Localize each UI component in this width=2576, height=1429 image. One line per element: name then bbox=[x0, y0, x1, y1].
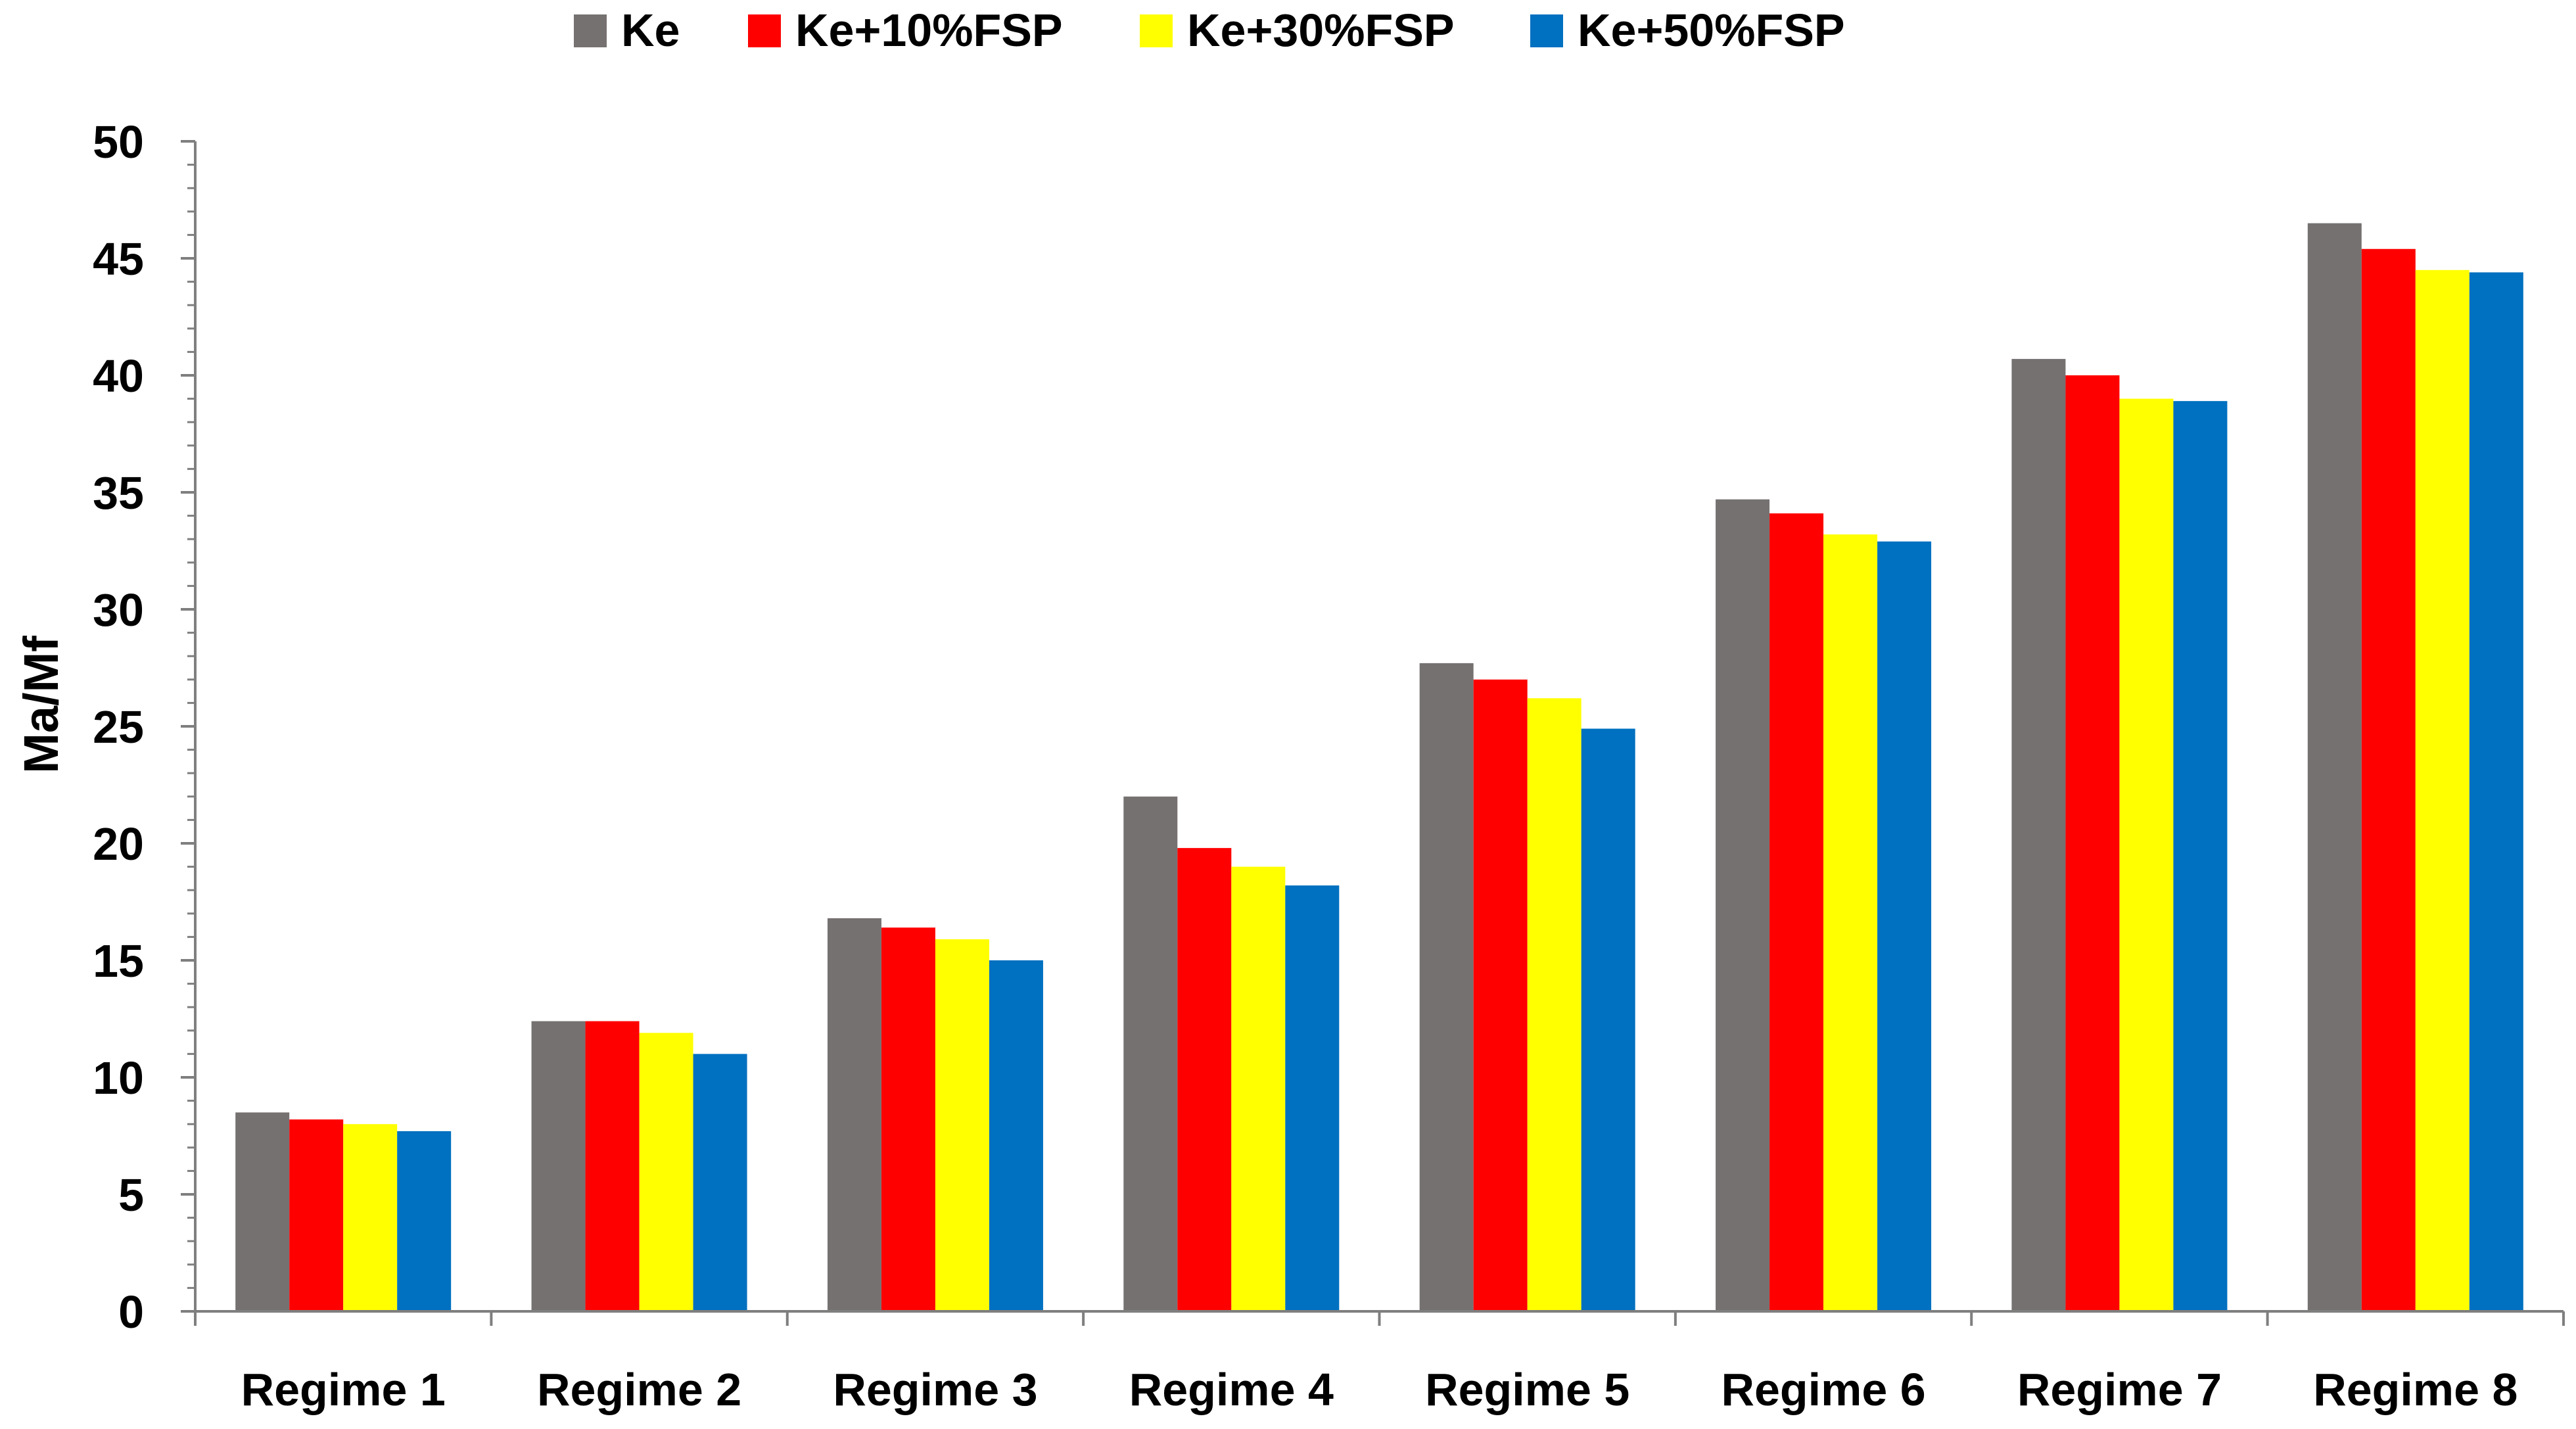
x-tick-label: Regime 8 bbox=[2313, 1364, 2517, 1415]
legend-label: Ke+10%FSP bbox=[795, 5, 1063, 56]
x-tick-label: Regime 1 bbox=[241, 1364, 446, 1415]
bar-ke-10-fsp-7 bbox=[2065, 375, 2120, 1311]
x-tick-label: Regime 5 bbox=[1425, 1364, 1629, 1415]
bar-ke-10-fsp-6 bbox=[1769, 513, 1824, 1311]
y-tick-label: 40 bbox=[93, 350, 144, 402]
y-tick-label: 20 bbox=[93, 818, 144, 870]
bar-ke-30-fsp-7 bbox=[2119, 398, 2174, 1311]
x-tick-label: Regime 3 bbox=[833, 1364, 1037, 1415]
bar-ke-30-fsp-2 bbox=[639, 1033, 693, 1311]
bar-ke-10-fsp-2 bbox=[585, 1021, 640, 1311]
y-tick-label: 25 bbox=[93, 701, 144, 753]
bar-ke-30-fsp-3 bbox=[935, 939, 989, 1311]
legend-swatch bbox=[1140, 14, 1173, 47]
y-tick-label: 50 bbox=[93, 116, 144, 168]
bar-ke-50-fsp-2 bbox=[693, 1054, 747, 1311]
bar-ke-4 bbox=[1123, 796, 1178, 1311]
y-tick-label: 15 bbox=[93, 935, 144, 987]
bar-ke-50-fsp-5 bbox=[1581, 728, 1635, 1311]
bar-ke-10-fsp-3 bbox=[881, 927, 935, 1311]
x-tick-label: Regime 6 bbox=[1721, 1364, 1925, 1415]
bar-ke-50-fsp-8 bbox=[2469, 272, 2523, 1311]
x-tick-label: Regime 4 bbox=[1129, 1364, 1334, 1415]
legend-label: Ke bbox=[621, 5, 680, 56]
bar-ke-6 bbox=[1716, 499, 1770, 1312]
bar-ke-50-fsp-1 bbox=[397, 1131, 452, 1311]
y-tick-label: 0 bbox=[118, 1286, 144, 1338]
bar-ke-50-fsp-4 bbox=[1285, 885, 1340, 1311]
y-tick-label: 35 bbox=[93, 467, 144, 519]
y-tick-label: 5 bbox=[118, 1169, 144, 1221]
bar-ke-10-fsp-1 bbox=[289, 1119, 344, 1311]
bar-ke-30-fsp-6 bbox=[1823, 534, 1878, 1311]
bar-ke-50-fsp-6 bbox=[1877, 541, 1932, 1311]
bar-ke-30-fsp-8 bbox=[2415, 269, 2470, 1311]
legend-swatch bbox=[748, 14, 781, 47]
y-tick-label: 45 bbox=[93, 233, 144, 285]
bar-ke-8 bbox=[2307, 223, 2362, 1312]
bar-ke-30-fsp-4 bbox=[1231, 866, 1286, 1311]
legend-swatch bbox=[574, 14, 607, 47]
legend: Ke Ke+10%FSP Ke+30%FSP Ke+50%FSP bbox=[574, 5, 1845, 56]
legend-label: Ke+50%FSP bbox=[1578, 5, 1845, 56]
bar-ke-50-fsp-7 bbox=[2173, 401, 2228, 1312]
bar-ke-30-fsp-1 bbox=[343, 1124, 398, 1311]
x-tick-label: Regime 2 bbox=[537, 1364, 741, 1415]
legend-label: Ke+30%FSP bbox=[1187, 5, 1455, 56]
y-axis-ticks: 0 5 10 15 20 25 30 35 40 45 50 bbox=[93, 116, 195, 1338]
bar-ke-2 bbox=[531, 1021, 586, 1311]
y-tick-label: 10 bbox=[93, 1052, 144, 1104]
axes bbox=[194, 141, 2565, 1326]
bars bbox=[235, 223, 2523, 1312]
bar-ke-10-fsp-4 bbox=[1177, 848, 1232, 1311]
y-axis-title: Ma/Mf bbox=[14, 636, 68, 774]
y-tick-label: 30 bbox=[93, 584, 144, 636]
bar-ke-30-fsp-5 bbox=[1527, 698, 1581, 1311]
legend-swatch bbox=[1530, 14, 1563, 47]
x-axis-labels: Regime 1 Regime 2 Regime 3 Regime 4 Regime 5… bbox=[241, 1364, 2518, 1415]
x-tick-label: Regime 7 bbox=[2017, 1364, 2222, 1415]
bar-ke-50-fsp-3 bbox=[989, 960, 1043, 1311]
bar-ke-10-fsp-8 bbox=[2361, 248, 2416, 1311]
bar-ke-1 bbox=[235, 1112, 290, 1311]
bar-ke-5 bbox=[1419, 663, 1474, 1311]
bar-ke-7 bbox=[2011, 359, 2066, 1311]
bar-ke-3 bbox=[827, 918, 881, 1311]
bar-ke-10-fsp-5 bbox=[1473, 679, 1528, 1311]
